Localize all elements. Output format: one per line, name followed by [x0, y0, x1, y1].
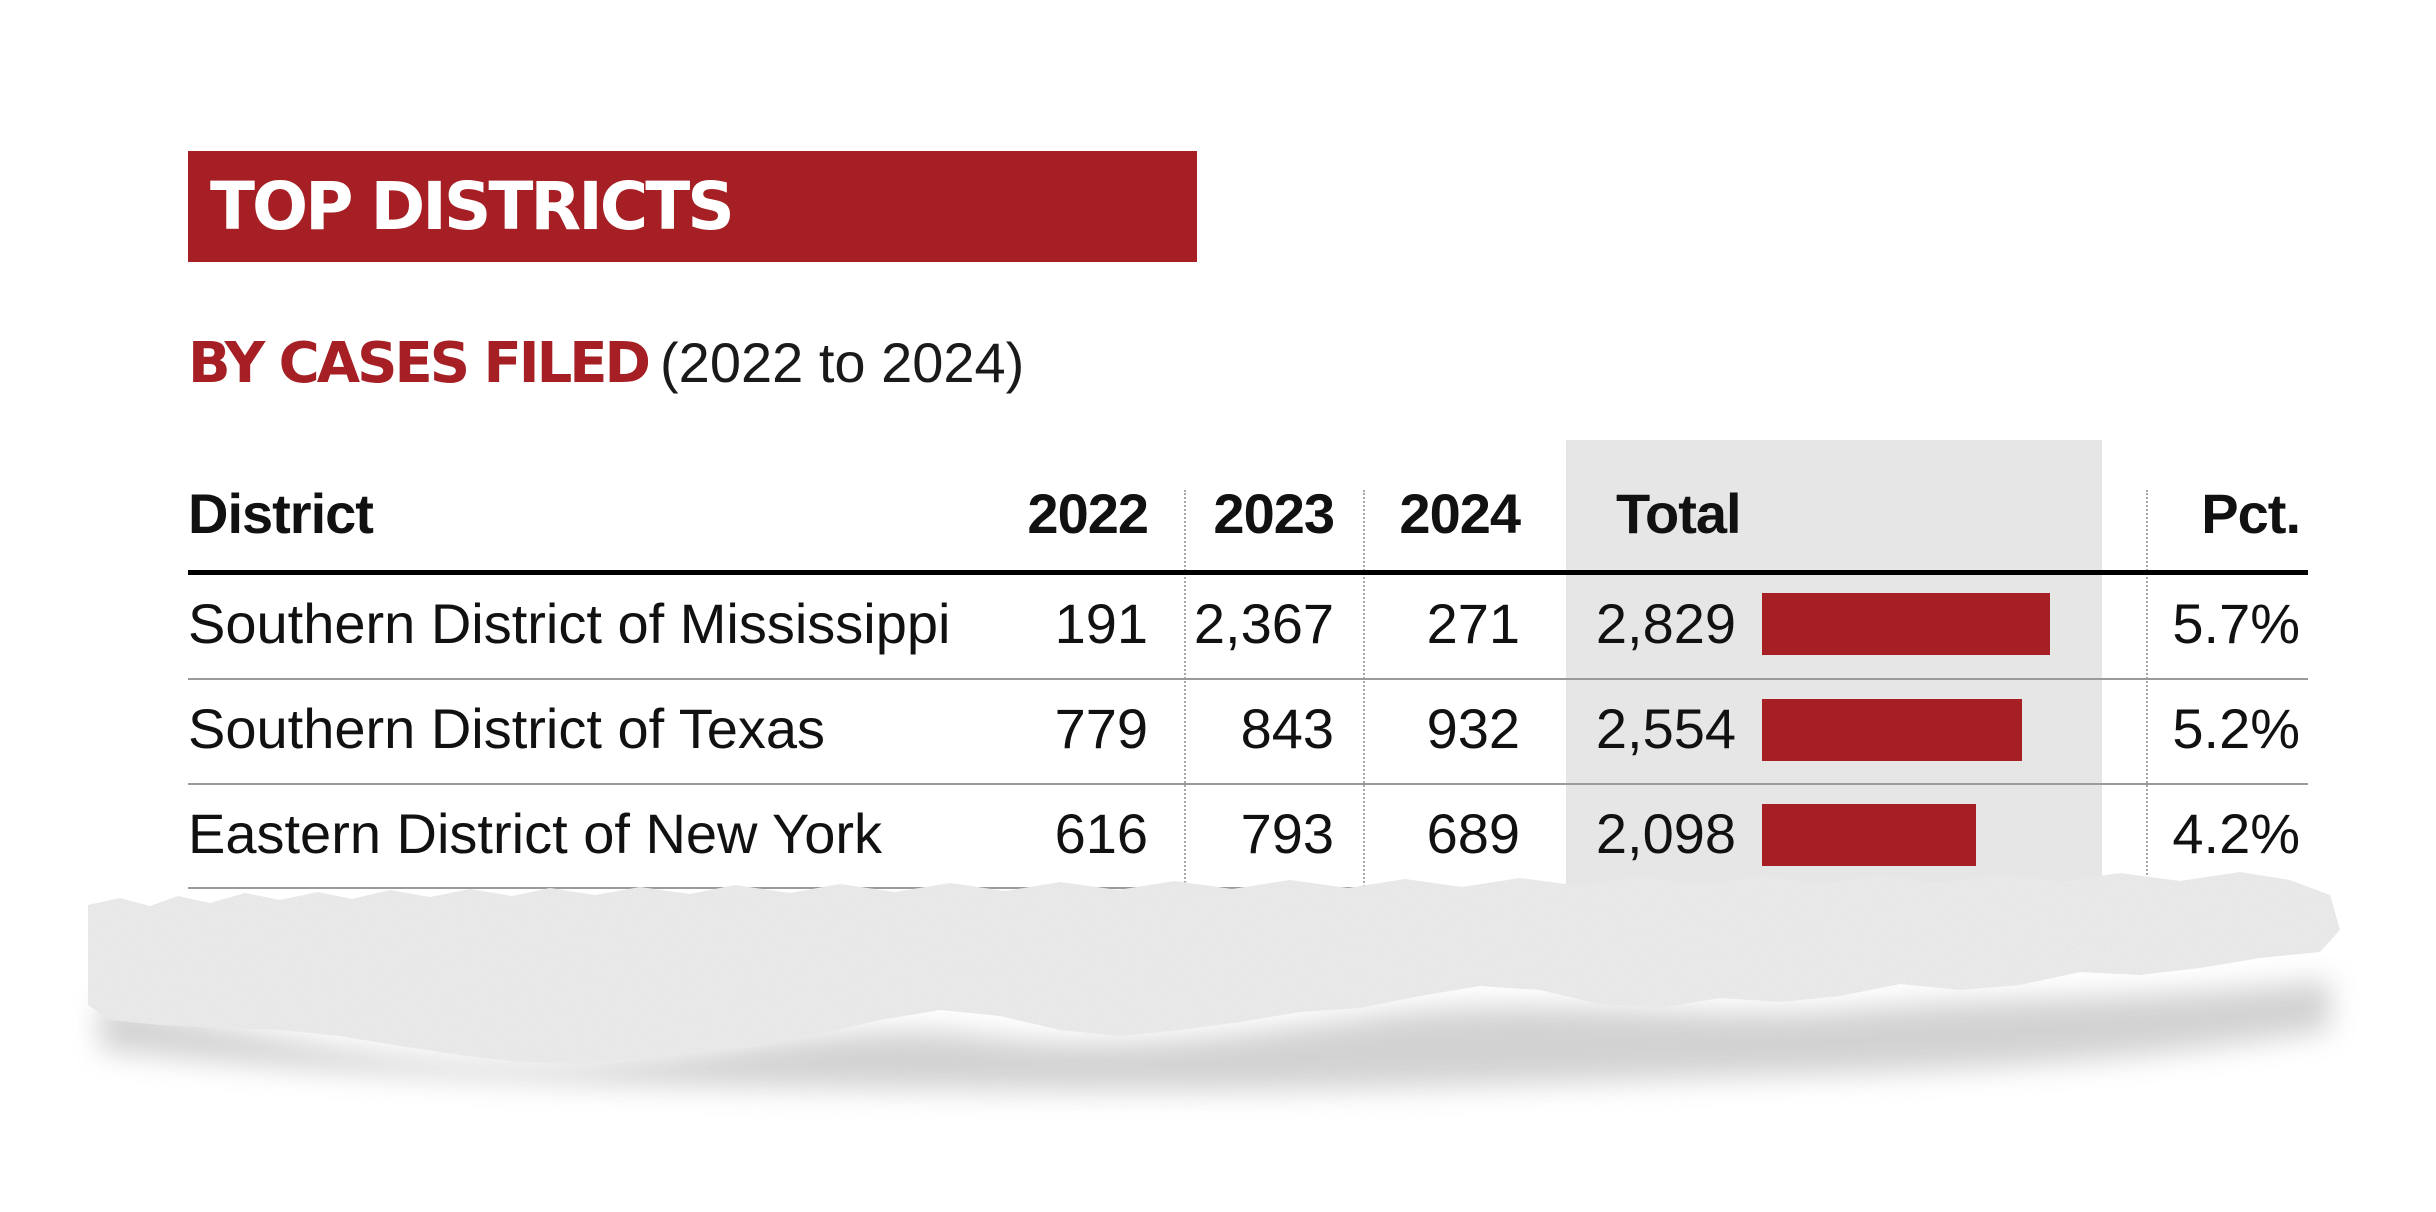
value-2022: 191 [1054, 592, 1148, 655]
subtitle-date-range: (2022 to 2024) [660, 331, 1025, 394]
row-separator [188, 783, 2308, 785]
divider-2023-2024 [1363, 490, 1365, 890]
value-2022: 779 [1054, 697, 1148, 760]
district-cell: Southern District of Texas [188, 697, 826, 760]
total-bar [1762, 593, 2050, 655]
total-bar [1762, 699, 2022, 761]
pct-value: 5.7% [2172, 592, 2300, 655]
divider-total-pct [2146, 490, 2148, 890]
pct-value: 4.2% [2172, 802, 2300, 865]
value-2024: 932 [1426, 697, 1520, 760]
torn-paper-shadow [100, 980, 2330, 1092]
divider-2022-2023 [1184, 490, 1186, 890]
total-value: 2,829 [1595, 592, 1736, 655]
header-pct: Pct. [2201, 482, 2301, 545]
total-value: 2,098 [1595, 802, 1736, 865]
value-2023: 843 [1240, 697, 1334, 760]
header-total: Total [1616, 482, 1742, 545]
district-cell: Southern District of Mississippi [188, 592, 951, 655]
total-value: 2,554 [1595, 697, 1736, 760]
torn-paper [88, 872, 2340, 1064]
value-2022: 616 [1054, 802, 1148, 865]
value-2024: 689 [1426, 802, 1520, 865]
header-2024: 2024 [1399, 482, 1521, 545]
chart-subtitle: BY CASES FILED (2022 to 2024) [188, 328, 1024, 398]
total-bar [1762, 804, 1976, 866]
header-district: District [188, 482, 374, 545]
header-2022: 2022 [1027, 482, 1149, 545]
value-2023: 793 [1240, 802, 1334, 865]
value-2024: 271 [1426, 592, 1520, 655]
header-2023: 2023 [1213, 482, 1335, 545]
pct-value: 5.2% [2172, 697, 2300, 760]
value-2023: 2,367 [1193, 592, 1334, 655]
district-cell: Eastern District of New York [188, 802, 883, 865]
row-separator [188, 678, 2308, 680]
header-rule [188, 570, 2308, 575]
chart-title: TOP DISTRICTS [188, 151, 1197, 262]
subtitle-strong: BY CASES FILED [188, 331, 651, 396]
